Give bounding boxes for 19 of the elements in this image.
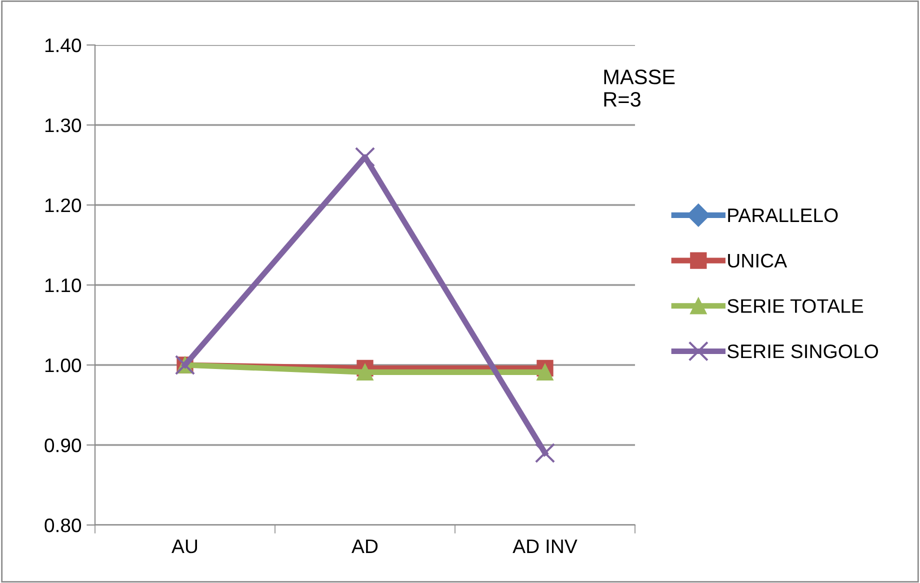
legend-label: UNICA xyxy=(728,254,788,268)
y-tick-label: 0.80 xyxy=(44,518,82,532)
x-tick-label: AD INV xyxy=(512,540,578,553)
y-tick-label: 1.40 xyxy=(45,38,82,52)
legend-label: SERIE TOTALE xyxy=(727,299,864,313)
legend-label: PARALLELO xyxy=(728,208,838,222)
y-tick-label: 1.00 xyxy=(45,358,82,372)
y-tick-label: 1.30 xyxy=(45,118,82,132)
y-tick-label: 0.90 xyxy=(44,438,82,452)
annotation: MASSE R=3 xyxy=(604,70,675,107)
x-tick-label: AU xyxy=(172,540,198,554)
y-tick-label: 1.20 xyxy=(45,198,82,212)
point xyxy=(536,364,554,381)
y-tick-label: 1.10 xyxy=(45,278,82,292)
point xyxy=(354,146,376,168)
point xyxy=(534,442,556,464)
legend-label: SERIE SINGOLO xyxy=(727,344,878,358)
x-tick-label: AD xyxy=(352,540,378,553)
point xyxy=(356,364,374,381)
